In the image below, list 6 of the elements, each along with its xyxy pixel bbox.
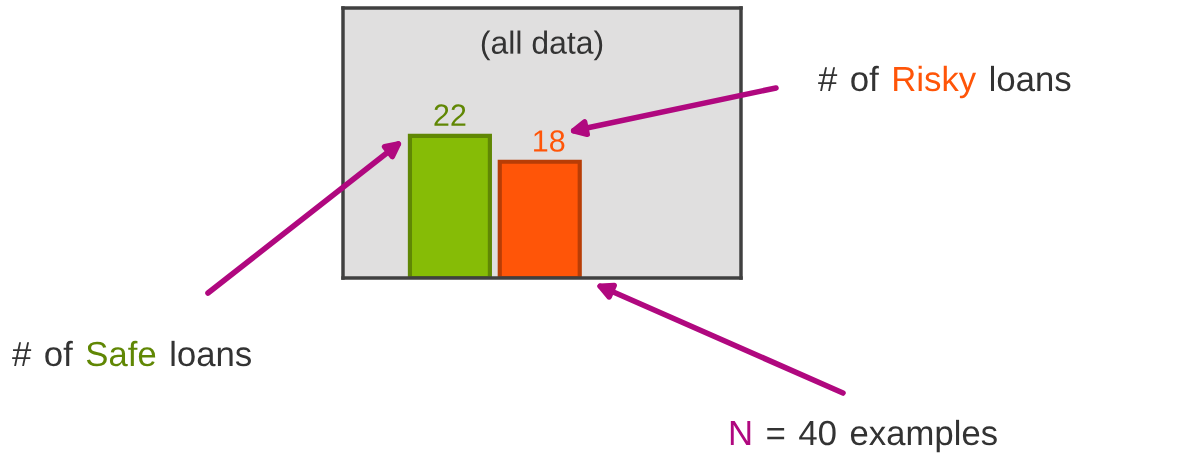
text: # of Safe loans [12,340,251,367]
text: # of Risky loans [818,65,1071,99]
chart-title: (all data) [481,30,603,61]
data-label: 22 [434,104,466,126]
data-label: 18 [534,130,565,152]
text: N = 40 examples [730,419,997,453]
